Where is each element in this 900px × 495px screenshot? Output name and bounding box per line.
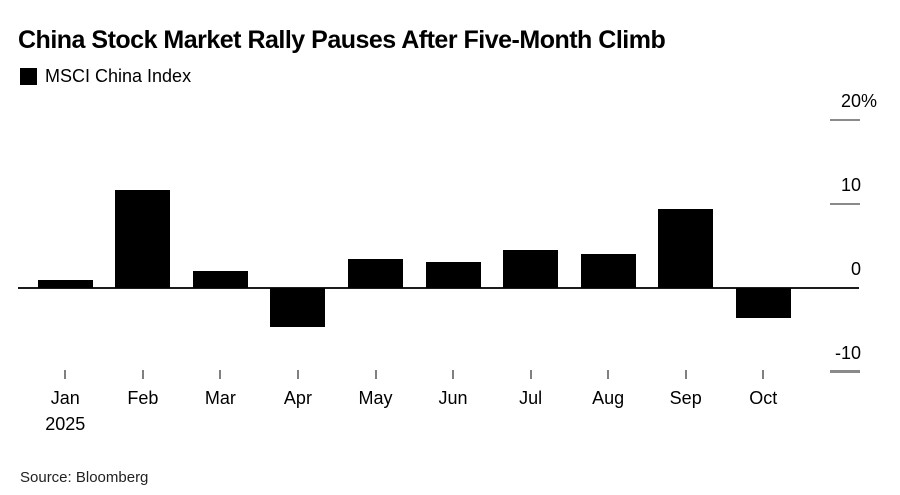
y-tick-value: 10	[840, 175, 861, 196]
x-tick-oct	[762, 370, 765, 379]
y-tick-label-0: 0	[791, 259, 861, 280]
x-tick-aug	[607, 370, 610, 379]
y-tick-value: 20	[840, 91, 861, 112]
x-tick-jul	[529, 370, 532, 379]
y-gridline-dash-20	[830, 118, 860, 122]
x-label-feb: Feb	[127, 388, 159, 408]
x-tick-apr	[296, 370, 299, 379]
y-tick-label--10: -10	[791, 343, 861, 364]
x-label-jul: Jul	[519, 388, 543, 408]
x-label-apr: Apr	[283, 388, 312, 408]
x-tick-may	[374, 370, 377, 379]
x-label-oct: Oct	[749, 388, 778, 408]
y-tick-value: -10	[834, 342, 861, 363]
y-gridline-dash-10	[830, 202, 860, 206]
bar-jan	[37, 279, 93, 288]
x-label-mar: Mar	[204, 388, 236, 408]
source-note: Source: Bloomberg	[20, 469, 149, 486]
legend: MSCI China Index	[20, 67, 191, 86]
x-label-aug: Aug	[592, 388, 625, 408]
x-tick-mar	[219, 370, 222, 379]
y-tick-label-10: 10	[791, 175, 861, 196]
x-tick-jun	[452, 370, 455, 379]
x-label-sep: Sep	[669, 388, 702, 408]
chart-title: China Stock Market Rally Pauses After Fi…	[18, 26, 666, 54]
x-label-jan: Jan	[50, 388, 80, 408]
y-tick-value: 0	[850, 259, 861, 279]
x-tick-feb	[141, 370, 144, 379]
legend-swatch-icon	[20, 68, 37, 85]
y-tick-label-20: 20%	[791, 91, 877, 112]
y-tick-unit: %	[861, 91, 878, 112]
x-label-jun: Jun	[438, 388, 468, 408]
zero-axis-line	[18, 287, 859, 289]
bar-feb	[115, 189, 171, 288]
bar-may	[348, 258, 403, 288]
legend-label: MSCI China Index	[45, 66, 192, 86]
bar-jun	[425, 262, 481, 288]
x-label-may: May	[358, 388, 393, 408]
bar-apr	[270, 288, 326, 328]
x-tick-sep	[684, 370, 687, 379]
bar-jul	[503, 250, 559, 288]
bar-mar	[192, 271, 248, 288]
x-sublabel-year: 2025	[45, 414, 86, 434]
bar-aug	[580, 253, 636, 288]
y-gridline-dash--10	[830, 370, 860, 373]
x-tick-jan	[64, 370, 67, 379]
bar-oct	[735, 288, 791, 319]
bar-sep	[658, 209, 714, 288]
